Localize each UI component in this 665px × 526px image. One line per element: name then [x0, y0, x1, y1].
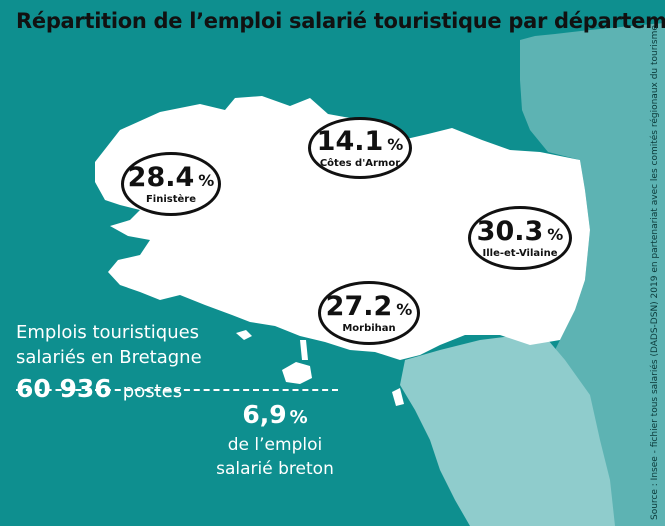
stats-count: 60 936 postes: [16, 374, 226, 403]
island-noirmoutier: [392, 388, 404, 406]
finistere-unit: %: [198, 170, 215, 190]
cotes-darmor-unit: %: [387, 134, 404, 154]
ille-et-vilaine-unit: %: [547, 224, 564, 244]
label-ille-et-vilaine: 30.3 % Ille-et-Vilaine: [468, 206, 572, 270]
label-cotes-darmor: 14.1 % Côtes d'Armor: [308, 117, 412, 179]
stats-count-value: 60 936: [16, 374, 112, 403]
morbihan-unit: %: [396, 299, 413, 319]
brittany-landmass: [95, 96, 590, 360]
stats-divider: [16, 389, 338, 391]
share-value-line: 6,9%: [200, 400, 350, 433]
island-belle-ile: [282, 362, 312, 384]
morbihan-value: 27.2: [325, 290, 393, 322]
ille-et-vilaine-name: Ille-et-Vilaine: [482, 247, 558, 259]
morbihan-name: Morbihan: [342, 322, 396, 334]
map-title: Répartition de l’emploi salarié touristi…: [16, 9, 665, 33]
share-value: 6,9: [242, 400, 287, 429]
source-note: Source : Insee - fichier tous salariés (…: [650, 25, 660, 520]
cotes-darmor-name: Côtes d'Armor: [319, 157, 401, 169]
share-block: 6,9% de l’emploi salarié breton: [200, 400, 350, 481]
stats-block: Emplois touristiques salariés en Bretagn…: [16, 320, 226, 403]
finistere-name: Finistère: [145, 193, 197, 205]
share-unit: %: [289, 407, 308, 428]
label-morbihan: 27.2 % Morbihan: [318, 281, 420, 345]
cotes-darmor-value: 14.1: [316, 125, 384, 157]
label-finistere: 28.4 % Finistère: [121, 152, 221, 216]
island-quiberon: [300, 340, 308, 360]
stats-count-unit: postes: [122, 381, 183, 402]
ille-et-vilaine-value: 30.3: [476, 215, 544, 247]
stats-label: Emplois touristiques salariés en Bretagn…: [16, 322, 202, 368]
island-groix: [236, 330, 252, 340]
neighbor-region-south: [400, 335, 615, 526]
finistere-value: 28.4: [127, 161, 195, 193]
share-label: de l’emploi salarié breton: [216, 435, 334, 479]
